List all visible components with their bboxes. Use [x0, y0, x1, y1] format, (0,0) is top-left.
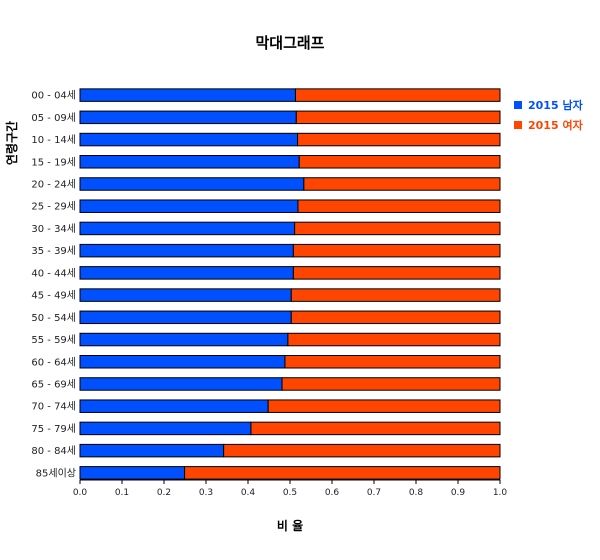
- bar-segment-female: [294, 221, 501, 236]
- category-label: 65 - 69세: [31, 378, 76, 390]
- bar-segment-female: [281, 377, 501, 391]
- legend-label: 2015 여자: [528, 118, 584, 132]
- bar-segment-female: [298, 155, 501, 169]
- bar-segment-female: [295, 110, 501, 125]
- y-axis-title: 연령구간: [4, 121, 19, 165]
- bar-segment-female: [184, 466, 501, 480]
- chart-title: 막대그래프: [255, 34, 324, 52]
- bar-segment-male: [79, 443, 225, 458]
- legend: 2015 남자 2015 여자: [514, 98, 584, 132]
- category-label: 80 - 84세: [31, 445, 76, 457]
- bar-segment-male: [79, 155, 300, 169]
- x-tick-label: 0.1: [115, 488, 129, 498]
- legend-label: 2015 남자: [528, 98, 584, 112]
- bar-segment-male: [79, 243, 294, 258]
- bar-segment-female: [290, 310, 501, 325]
- category-label: 70 - 74세: [31, 401, 76, 413]
- bar-segment-female: [267, 399, 501, 413]
- bar-segment-female: [297, 199, 501, 213]
- bar-segment-female: [250, 421, 501, 436]
- bar-segment-male: [79, 355, 286, 369]
- category-label: 30 - 34세: [31, 223, 76, 235]
- category-label: 05 - 09세: [31, 112, 76, 124]
- bar-segment-male: [79, 132, 299, 147]
- bar-segment-female: [223, 443, 501, 458]
- category-label: 35 - 39세: [31, 245, 76, 257]
- x-axis-title: 비 율: [277, 518, 303, 533]
- x-tick-label: 0.0: [73, 488, 88, 498]
- bar-segment-female: [290, 288, 501, 302]
- bar-segment-male: [79, 88, 296, 102]
- bar-segment-male: [79, 399, 269, 413]
- x-tick-label: 0.4: [241, 488, 256, 498]
- category-label: 00 - 04세: [31, 90, 76, 102]
- category-label: 75 - 79세: [31, 423, 76, 435]
- bar-segment-female: [284, 355, 501, 369]
- category-labels: 00 - 04세 05 - 09세 10 - 14세 15 - 19세 20 - 24세…: [31, 90, 76, 480]
- bar-segment-male: [79, 221, 296, 236]
- x-tick-label: 0.9: [451, 488, 466, 498]
- legend-swatch: [514, 121, 522, 129]
- bar-segment-male: [79, 110, 297, 125]
- category-label: 60 - 64세: [31, 356, 76, 368]
- x-tick-label: 0.7: [367, 488, 381, 498]
- category-label: 50 - 54세: [31, 312, 76, 324]
- category-label: 45 - 49세: [31, 290, 76, 302]
- category-label: 20 - 24세: [31, 178, 76, 190]
- category-label: 15 - 19세: [31, 156, 76, 168]
- bar-segment-female: [292, 266, 501, 280]
- legend-swatch: [514, 101, 522, 109]
- bar-segment-female: [303, 177, 501, 191]
- bar-segment-female: [294, 88, 501, 102]
- category-label: 25 - 29세: [31, 201, 76, 213]
- bar-segment-male: [79, 288, 292, 302]
- category-label: 10 - 14세: [31, 134, 76, 146]
- x-tick-label: 1.0: [493, 488, 508, 498]
- category-label: 55 - 59세: [31, 334, 76, 346]
- bar-segment-female: [292, 243, 501, 258]
- bar-segment-female: [287, 332, 501, 347]
- x-tick-label: 0.8: [409, 488, 424, 498]
- x-tick-label: 0.2: [157, 488, 171, 498]
- bar-segment-female: [297, 132, 501, 147]
- bar-segment-male: [79, 199, 299, 213]
- bar-segment-male: [79, 377, 283, 391]
- x-tick-label: 0.5: [283, 488, 297, 498]
- bar-segment-male: [79, 421, 252, 436]
- bar-segment-male: [79, 266, 294, 280]
- bars-group: [79, 88, 501, 480]
- x-tick-label: 0.3: [199, 488, 213, 498]
- x-tick-label: 0.6: [325, 488, 340, 498]
- x-axis: 0.0 0.1 0.2 0.3 0.4 0.5 0.6 0.7 0.8 0.9 1.0: [73, 479, 508, 498]
- bar-segment-male: [79, 466, 186, 480]
- bar-segment-male: [79, 310, 292, 325]
- category-label: 40 - 44세: [31, 267, 76, 279]
- bar-segment-male: [79, 332, 289, 347]
- bar-segment-male: [79, 177, 305, 191]
- category-label: 85세이상: [36, 467, 76, 479]
